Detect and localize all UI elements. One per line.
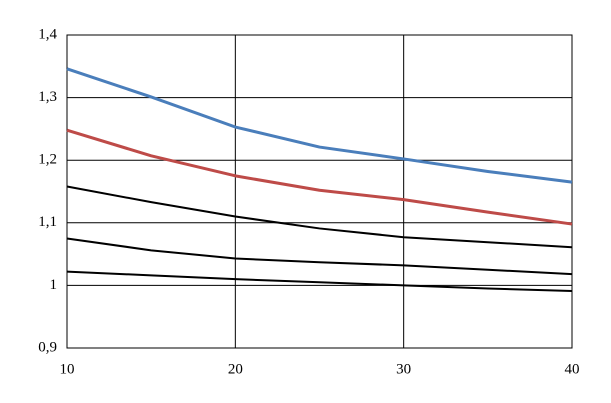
y-tick-label: 1,1 <box>38 214 57 230</box>
y-tick-label: 1 <box>50 277 58 293</box>
series-line <box>66 128 573 226</box>
series-line <box>66 67 573 184</box>
y-tick-label: 1,3 <box>38 89 57 105</box>
y-tick-label: 1,4 <box>38 26 57 42</box>
y-tick-label: 0,9 <box>38 339 57 355</box>
series-line <box>66 270 573 293</box>
y-tick-label: 1,2 <box>38 152 57 168</box>
x-tick-label: 10 <box>60 361 75 377</box>
series-line <box>66 237 573 276</box>
x-tick-label: 40 <box>565 361 580 377</box>
x-tick-label: 30 <box>396 361 411 377</box>
x-tick-label: 20 <box>228 361 243 377</box>
series-line <box>66 185 573 249</box>
